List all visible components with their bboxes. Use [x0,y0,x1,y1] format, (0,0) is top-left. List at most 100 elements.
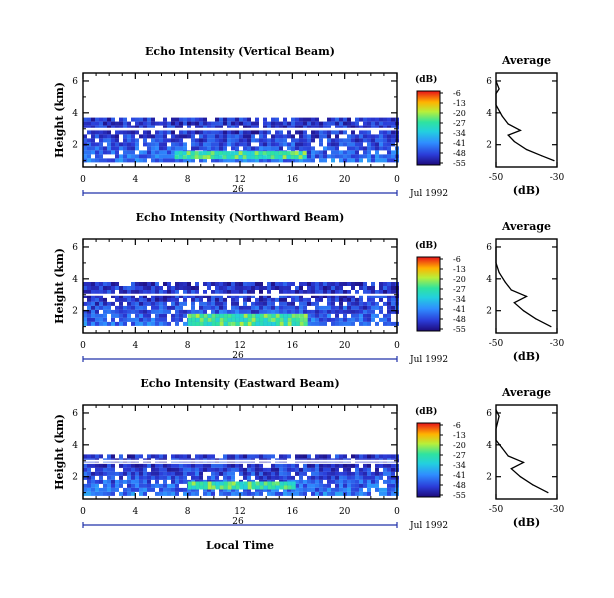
heatmap-cell [91,158,95,163]
heatmap-cell [155,467,159,472]
heatmap-cell [175,301,179,306]
heatmap-cell [243,471,247,476]
heatmap-cell [135,483,139,488]
heatmap-cell [159,309,163,314]
heatmap-cell [383,317,387,322]
heatmap-cell [179,479,183,484]
heatmap-cell [191,491,195,496]
profile-frame [495,238,558,334]
heatmap-cell [211,309,215,314]
heatmap-cell [263,158,267,163]
heatmap-cell [335,321,339,326]
heatmap-cell [203,294,207,298]
heatmap-cell [195,146,199,151]
heatmap-cell [331,491,335,496]
heatmap-cell [355,491,359,496]
heatmap-cell [219,125,223,130]
heatmap-cell [291,309,295,314]
heatmap-cell [290,155,295,160]
heatmap-cell [307,297,311,302]
heatmap-cell [91,491,95,496]
heatmap-cell [231,134,235,139]
x-tick-label: 0 [80,175,86,185]
heatmap-cell [367,491,371,496]
heatmap-cell [287,485,292,490]
heatmap-cell [99,317,103,322]
profile-point [501,115,503,117]
heatmap-cell [91,321,95,326]
heatmap-cell [147,117,151,122]
heatmap-cell [363,317,367,322]
heatmap-cell [95,454,99,459]
heatmap-cell [127,150,131,155]
heatmap-cell [375,305,379,310]
heatmap-cell [119,117,123,122]
profile-point [541,155,543,157]
heatmap-cell [191,130,195,135]
heatmap-cell [211,301,215,306]
y-tick-label: 6 [72,409,78,419]
x-tick-label: 0 [80,341,86,351]
heatmap-cell [219,294,223,298]
heatmap-cell [235,491,239,496]
heatmap-cell [91,463,95,468]
heatmap-cell [171,125,175,130]
heatmap-cell [363,146,367,151]
heatmap-cell [147,301,151,306]
heatmap-cell [347,305,351,310]
heatmap-cell [83,483,87,488]
heatmap-cell [227,158,231,163]
heatmap-cell [239,317,244,322]
heatmap-cell [367,121,371,126]
heatmap-cell [271,286,275,290]
heatmap-cell [331,150,335,155]
heatmap-cell [295,313,300,318]
heatmap-cell [179,454,183,459]
heatmap-cell [163,134,167,139]
heatmap-cell [307,313,311,318]
heatmap-cell [339,487,343,492]
heatmap-cell [183,471,187,476]
heatmap-cell [387,471,391,476]
heatmap-cell [199,471,203,476]
heatmap-cell [131,286,135,290]
heatmap-cell [359,142,363,147]
heatmap-cell [163,297,167,302]
heatmap-cell [271,146,275,151]
heatmap-cell [179,317,183,322]
heatmap-cell [143,317,147,322]
heatmap-cell [295,286,299,290]
heatmap-cell [147,479,151,484]
heatmap-cell [258,155,263,160]
heatmap-cell [171,475,175,480]
heatmap-cell [375,290,379,294]
heatmap-cell [175,487,179,492]
heatmap-cell [139,305,143,310]
profile-point [498,415,500,417]
heatmap-cell [259,485,264,490]
heatmap-cell [119,479,123,484]
heatmap-cell [199,467,203,472]
heatmap-cell [359,471,363,476]
heatmap-cell [207,301,211,306]
heatmap-cell [351,154,355,159]
heatmap-cell [155,454,159,459]
heatmap-cell [235,321,240,326]
heatmap-cell [191,467,195,472]
heatmap-cell [147,475,151,480]
heatmap-cell [143,158,147,163]
heatmap-cell [131,301,135,306]
heatmap-cell [351,158,355,163]
heatmap-cell [135,125,139,130]
heatmap-cell [115,142,119,147]
profile-y-tick-label: 4 [486,109,492,119]
heatmap-cell [231,142,235,147]
heatmap-cell [163,121,167,126]
heatmap-cell [87,286,91,290]
heatmap-cell [135,479,139,484]
heatmap-cell [91,282,95,286]
heatmap-cell [283,290,287,294]
heatmap-cell [131,138,135,143]
heatmap-cell [155,146,159,151]
heatmap-cell [191,305,195,310]
